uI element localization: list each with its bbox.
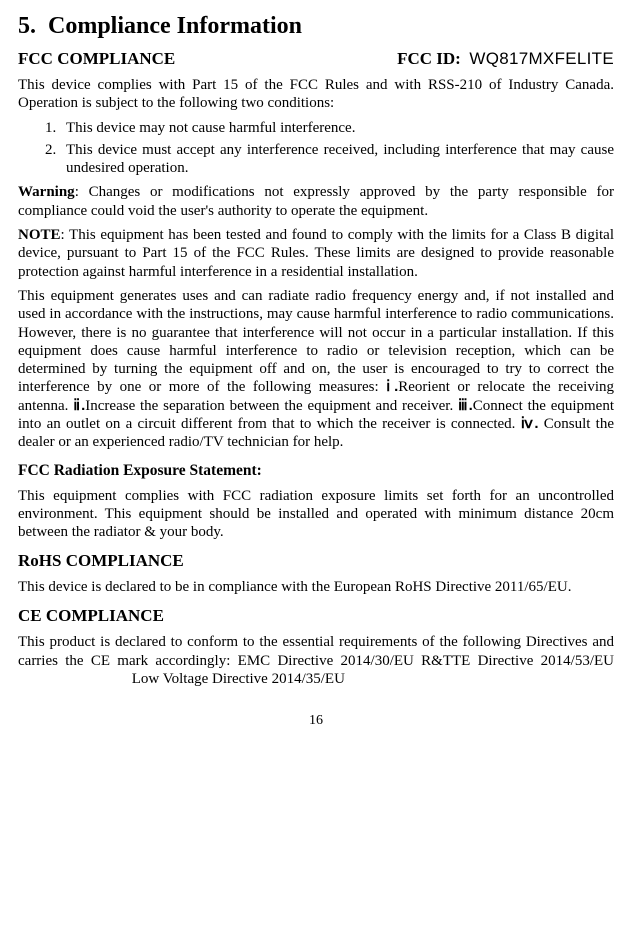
fcc-intro: This device complies with Part 15 of the… [18,76,614,113]
rohs-title: RoHS COMPLIANCE [18,551,614,572]
fcc-id-label: FCC ID: [397,49,461,68]
note-text: : This equipment has been tested and fou… [18,227,614,280]
measure-1-num: ⅰ. [386,378,398,395]
measure-3-num: ⅲ. [458,397,473,414]
fcc-conditions-list: This device may not cause harmful interf… [18,119,614,178]
section-heading: 5. Compliance Information [18,12,614,41]
measure-4-num: ⅳ. [521,415,539,432]
fcc-compliance-label: FCC COMPLIANCE [18,49,175,70]
measure-2-text: Increase the separation between the equi… [85,398,458,414]
fcc-radiation-title: FCC Radiation Exposure Statement: [18,462,614,481]
fcc-warning: Warning: Changes or modifications not ex… [18,183,614,220]
fcc-radiation-body: This equipment complies with FCC radiati… [18,487,614,542]
fcc-condition-1: This device may not cause harmful interf… [60,119,614,137]
fcc-id-value: WQ817MXFELITE [469,49,614,68]
rohs-body: This device is declared to be in complia… [18,578,614,596]
section-title-text: Compliance Information [48,13,302,39]
page-number: 16 [18,712,614,729]
warning-label: Warning [18,184,75,200]
ce-title: CE COMPLIANCE [18,606,614,627]
note-label: NOTE [18,227,61,243]
ce-body-main: This product is declared to conform to t… [18,634,614,668]
fcc-id: FCC ID: WQ817MXFELITE [397,49,614,70]
fcc-header-row: FCC COMPLIANCE FCC ID: WQ817MXFELITE [18,49,614,70]
warning-text: : Changes or modifications not expressly… [18,184,614,218]
fcc-condition-2: This device must accept any interference… [60,141,614,178]
measure-2-num: ⅱ. [73,397,85,414]
ce-body-right: Low Voltage Directive 2014/35/EU [132,671,345,687]
fcc-note: NOTE: This equipment has been tested and… [18,226,614,281]
fcc-body: This equipment generates uses and can ra… [18,287,614,452]
ce-body: This product is declared to conform to t… [18,633,614,688]
section-number: 5. [18,13,36,39]
